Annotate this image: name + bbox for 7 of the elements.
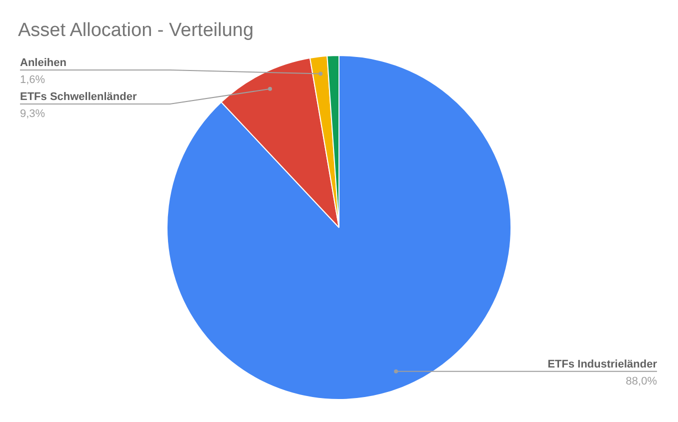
slice-label: Anleihen	[20, 57, 67, 69]
slice-label: ETFs Schwellenländer	[20, 91, 138, 103]
chart-title: Asset Allocation - Verteilung	[18, 20, 254, 42]
data-label: 88,0%	[626, 375, 658, 388]
slice-label: ETFs Industrieländer	[548, 358, 658, 370]
data-label: 9,3%	[20, 108, 46, 120]
data-label: 1,6%	[20, 74, 46, 86]
